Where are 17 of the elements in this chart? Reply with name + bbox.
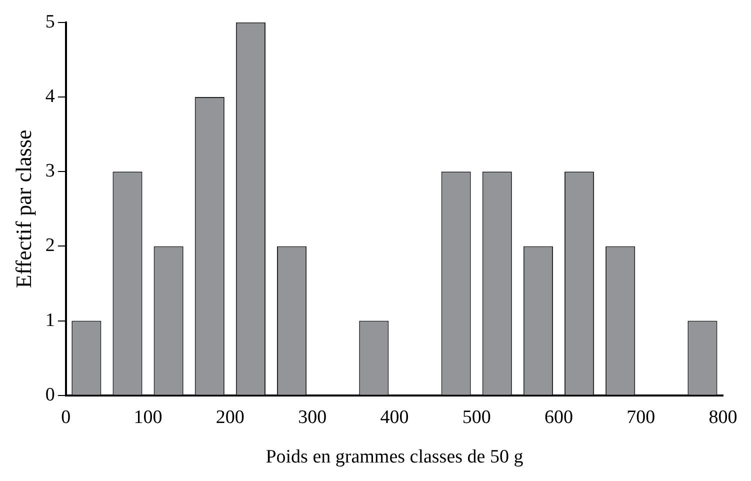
x-tick-label: 200 [216, 406, 244, 428]
x-tick-label: 100 [134, 406, 162, 428]
y-tick-label: 4 [45, 86, 56, 107]
x-tick-label: 700 [626, 406, 656, 428]
x-tick-label: 400 [380, 406, 409, 428]
x-tick-label: 800 [708, 406, 738, 428]
y-tick-label: 5 [45, 11, 55, 32]
y-tick-label: 0 [45, 384, 55, 406]
y-tick-label: 3 [45, 160, 55, 182]
y-axis-title: Effectif par classe [10, 130, 36, 288]
x-tick-label: 500 [462, 406, 491, 428]
x-tick-label: 600 [544, 406, 573, 428]
x-tick-label: 300 [298, 406, 327, 428]
x-axis-title: Poids en grammes classes de 50 g [266, 446, 524, 468]
y-tick-label: 2 [45, 235, 55, 256]
x-tick-label: 0 [61, 406, 71, 428]
y-tick-label: 1 [45, 310, 55, 331]
